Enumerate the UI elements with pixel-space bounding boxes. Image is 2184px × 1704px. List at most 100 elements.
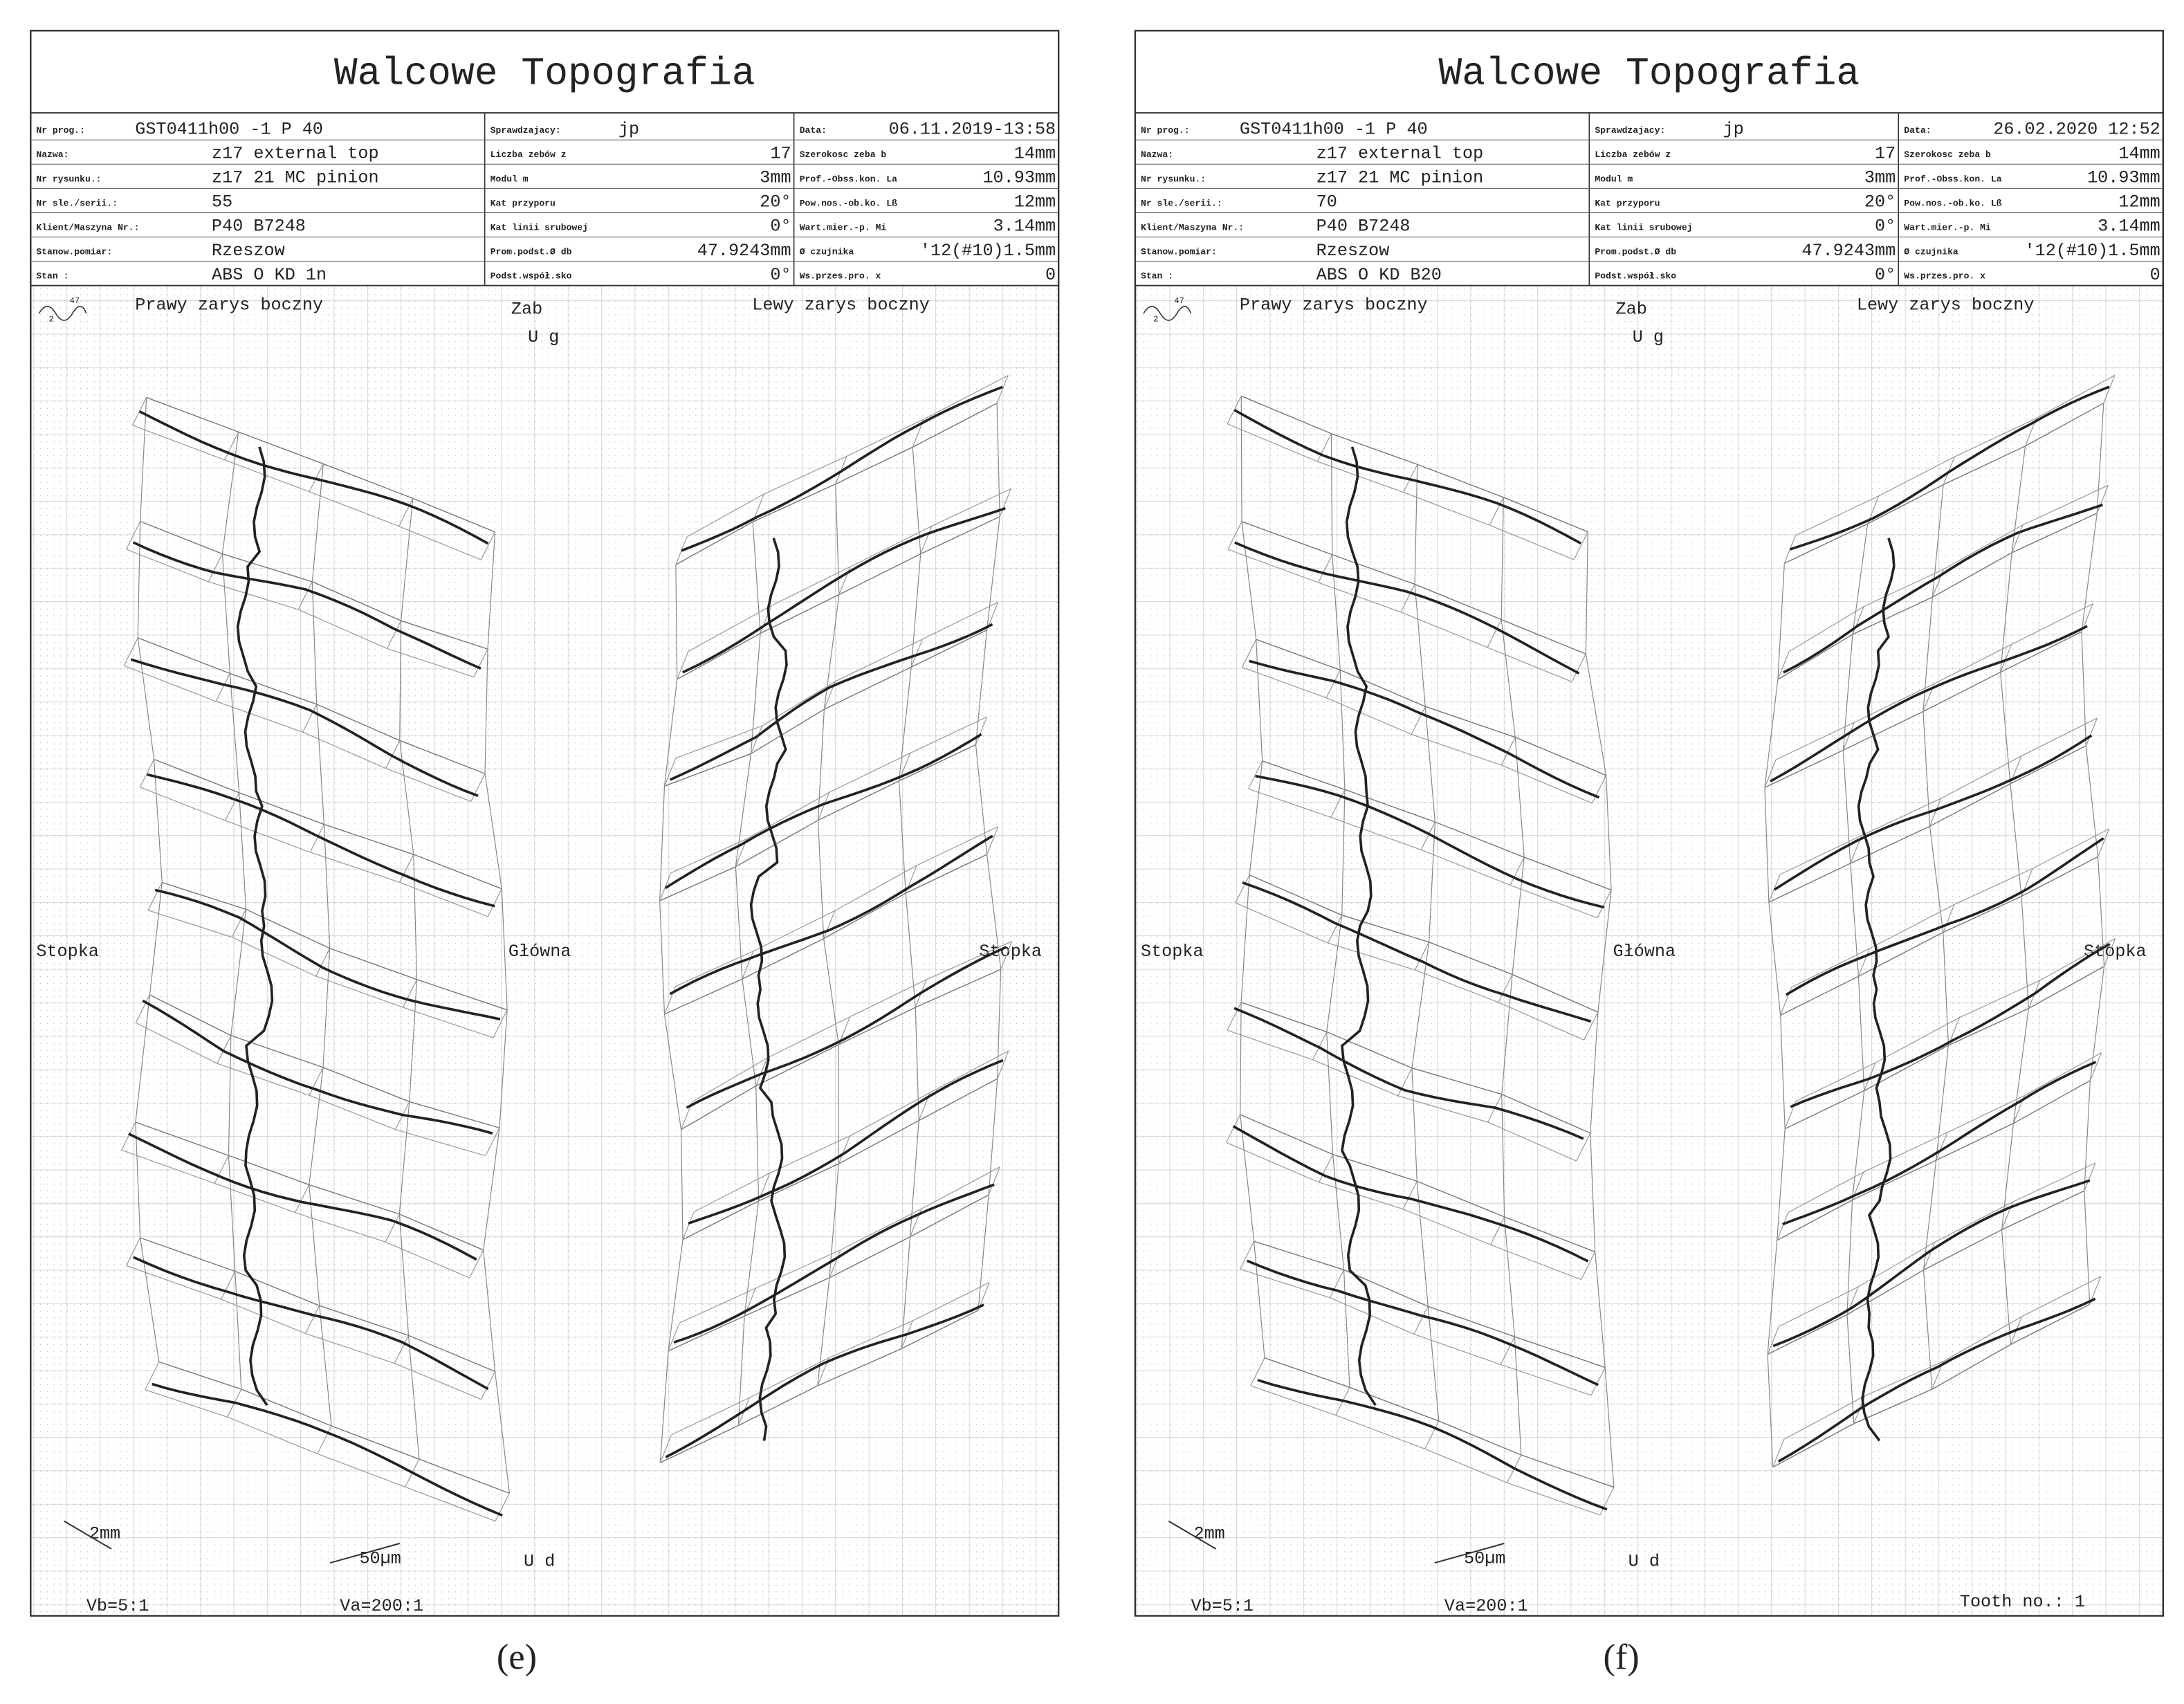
field-value: Rzeszow — [212, 241, 285, 261]
icon-label: 2 — [48, 314, 53, 324]
wire — [1504, 1216, 1516, 1337]
profile — [681, 385, 1003, 552]
profile — [130, 658, 479, 797]
profile — [688, 1059, 1004, 1225]
field-value: 0° — [1875, 217, 1896, 237]
wire — [494, 1371, 510, 1494]
wire — [322, 948, 331, 1068]
wire — [385, 1213, 400, 1243]
label-bottom: U d — [524, 1552, 555, 1572]
wire — [835, 484, 840, 595]
wire — [668, 1323, 680, 1351]
profile — [152, 1382, 503, 1517]
wire — [1936, 1045, 1949, 1161]
wire — [1250, 1357, 1265, 1386]
wire — [409, 979, 418, 1102]
wire — [135, 994, 151, 1023]
profile — [236, 446, 274, 1407]
wire — [659, 786, 666, 901]
field-value: z17 21 MC pinion — [212, 168, 379, 188]
wire — [484, 773, 502, 889]
sheet-frame — [1134, 30, 2165, 1617]
wire — [121, 1149, 470, 1279]
wire — [1846, 1200, 1853, 1315]
wire — [1000, 941, 1013, 970]
field-value: 3mm — [760, 168, 791, 188]
wire — [988, 1079, 998, 1195]
field-label: Kat przyporu — [490, 198, 556, 208]
field-value: P40 B7248 — [1316, 217, 1411, 237]
wire — [663, 679, 678, 787]
wire — [1240, 1002, 1591, 1134]
wire — [1501, 974, 1513, 1094]
wire — [2103, 375, 2116, 403]
wire — [399, 854, 414, 883]
field-value: 0° — [1875, 265, 1896, 285]
wire — [898, 780, 906, 893]
wire — [1248, 760, 1263, 789]
wire — [817, 820, 825, 939]
wire — [2096, 485, 2109, 513]
field-value: P40 B7248 — [212, 217, 306, 237]
field-label: Liczba zebów z — [1595, 149, 1671, 160]
wire — [480, 1371, 496, 1400]
wire — [399, 621, 402, 741]
wire — [2084, 1191, 2091, 1305]
wire — [215, 673, 230, 702]
profile — [132, 1256, 489, 1391]
field-value: 17 — [770, 143, 791, 163]
wire — [1411, 706, 1426, 735]
field-label: Modul m — [1595, 174, 1633, 184]
wire — [315, 948, 331, 977]
wire — [1512, 856, 1525, 975]
profile — [1773, 734, 2093, 891]
wire — [823, 910, 836, 939]
wire — [679, 1166, 1000, 1323]
wire — [145, 1389, 496, 1522]
wire — [1256, 639, 1606, 776]
wire — [1599, 1487, 1615, 1516]
wire — [2021, 896, 2030, 1009]
grid-dots — [30, 285, 1059, 1616]
wire — [1851, 1090, 1865, 1200]
wire — [1764, 759, 1777, 788]
wire — [1943, 932, 1949, 1046]
field-value: 0° — [770, 217, 791, 237]
field-value: 12mm — [1014, 192, 1056, 212]
wire — [309, 1067, 324, 1096]
wire — [323, 824, 331, 949]
icon — [38, 306, 87, 321]
wire — [1414, 942, 1430, 971]
profile — [1777, 1297, 2096, 1463]
profile — [1234, 541, 1580, 675]
wire — [905, 892, 916, 1008]
scale-arrow — [64, 1520, 112, 1550]
wire — [901, 1236, 911, 1349]
wire — [1783, 1276, 2102, 1440]
wire — [224, 431, 239, 460]
profile — [1233, 408, 1582, 545]
profile — [664, 733, 982, 890]
wire — [473, 648, 488, 677]
profile — [1242, 881, 1592, 1023]
wire — [2089, 966, 2105, 1081]
wire — [140, 520, 488, 650]
field-label: Nazwa: — [36, 149, 68, 160]
wire — [1780, 1015, 1786, 1129]
wire — [145, 1362, 160, 1391]
wire — [1777, 563, 1785, 680]
wire — [1852, 606, 1864, 635]
wire — [659, 1350, 669, 1463]
wire — [1325, 670, 1341, 699]
field-label: Klient/Maszyna Nr.: — [1141, 223, 1244, 233]
field-value: 0° — [770, 265, 791, 285]
wire — [208, 553, 223, 582]
wire — [829, 1164, 839, 1278]
label-bottom: U d — [1628, 1552, 1660, 1572]
field-label: Ø czujnika — [1904, 247, 1958, 257]
label-right-flank: Prawy zarys boczny — [135, 295, 323, 315]
wire — [2081, 632, 2086, 746]
wire — [817, 792, 830, 821]
wire — [1241, 521, 1586, 654]
wire — [1585, 654, 1607, 776]
